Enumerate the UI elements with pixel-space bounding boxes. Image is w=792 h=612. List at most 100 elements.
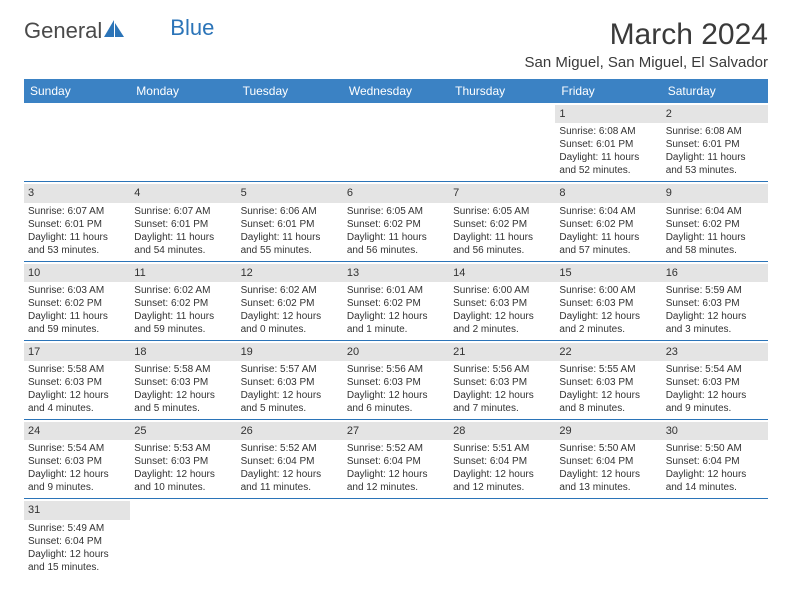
daylight-text: Daylight: 12 hours and 11 minutes. [241, 468, 339, 494]
calendar-cell [449, 499, 555, 578]
sunrise-text: Sunrise: 5:57 AM [241, 363, 339, 376]
day-number: 5 [237, 184, 343, 202]
day-details: Sunrise: 6:01 AMSunset: 6:02 PMDaylight:… [347, 284, 445, 336]
day-number: 2 [662, 105, 768, 123]
sunset-text: Sunset: 6:04 PM [28, 535, 126, 548]
day-details: Sunrise: 5:51 AMSunset: 6:04 PMDaylight:… [453, 442, 551, 494]
sunset-text: Sunset: 6:01 PM [28, 218, 126, 231]
day-number: 24 [24, 422, 130, 440]
day-number: 25 [130, 422, 236, 440]
title-block: March 2024 San Miguel, San Miguel, El Sa… [525, 18, 768, 71]
daylight-text: Daylight: 12 hours and 9 minutes. [666, 389, 764, 415]
daylight-text: Daylight: 11 hours and 59 minutes. [134, 310, 232, 336]
day-details: Sunrise: 5:50 AMSunset: 6:04 PMDaylight:… [559, 442, 657, 494]
sunset-text: Sunset: 6:01 PM [241, 218, 339, 231]
sunrise-text: Sunrise: 6:00 AM [559, 284, 657, 297]
sunrise-text: Sunrise: 6:04 AM [666, 205, 764, 218]
calendar-cell: 21Sunrise: 5:56 AMSunset: 6:03 PMDayligh… [449, 340, 555, 419]
daylight-text: Daylight: 12 hours and 12 minutes. [453, 468, 551, 494]
calendar-cell [130, 499, 236, 578]
day-details: Sunrise: 5:50 AMSunset: 6:04 PMDaylight:… [666, 442, 764, 494]
calendar-cell [662, 499, 768, 578]
sunset-text: Sunset: 6:03 PM [559, 297, 657, 310]
daylight-text: Daylight: 12 hours and 14 minutes. [666, 468, 764, 494]
day-details: Sunrise: 6:04 AMSunset: 6:02 PMDaylight:… [666, 205, 764, 257]
sunrise-text: Sunrise: 5:49 AM [28, 522, 126, 535]
calendar-cell: 16Sunrise: 5:59 AMSunset: 6:03 PMDayligh… [662, 261, 768, 340]
day-details: Sunrise: 6:08 AMSunset: 6:01 PMDaylight:… [666, 125, 764, 177]
sunset-text: Sunset: 6:03 PM [134, 376, 232, 389]
calendar-cell: 2 Sunrise: 6:08 AMSunset: 6:01 PMDaylight… [662, 103, 768, 182]
calendar-cell: 14Sunrise: 6:00 AMSunset: 6:03 PMDayligh… [449, 261, 555, 340]
sunrise-text: Sunrise: 5:59 AM [666, 284, 764, 297]
calendar-cell [130, 103, 236, 182]
calendar-cell: 1Sunrise: 6:08 AMSunset: 6:01 PMDaylight… [555, 103, 661, 182]
sunset-text: Sunset: 6:03 PM [453, 376, 551, 389]
sunrise-text: Sunrise: 5:52 AM [347, 442, 445, 455]
calendar-cell: 17Sunrise: 5:58 AMSunset: 6:03 PMDayligh… [24, 340, 130, 419]
weekday-header: Wednesday [343, 79, 449, 103]
calendar-cell: 10Sunrise: 6:03 AMSunset: 6:02 PMDayligh… [24, 261, 130, 340]
calendar-cell [237, 103, 343, 182]
daylight-text: Daylight: 12 hours and 13 minutes. [559, 468, 657, 494]
day-details: Sunrise: 5:58 AMSunset: 6:03 PMDaylight:… [28, 363, 126, 415]
sunrise-text: Sunrise: 5:52 AM [241, 442, 339, 455]
sunrise-text: Sunrise: 6:02 AM [241, 284, 339, 297]
calendar-cell: 27Sunrise: 5:52 AMSunset: 6:04 PMDayligh… [343, 420, 449, 499]
daylight-text: Daylight: 12 hours and 7 minutes. [453, 389, 551, 415]
sunset-text: Sunset: 6:03 PM [134, 455, 232, 468]
calendar-cell: 30 Sunrise: 5:50 AMSunset: 6:04 PMDayligh… [662, 420, 768, 499]
day-details: Sunrise: 6:06 AMSunset: 6:01 PMDaylight:… [241, 205, 339, 257]
weekday-header: Thursday [449, 79, 555, 103]
day-details: Sunrise: 6:00 AMSunset: 6:03 PMDaylight:… [453, 284, 551, 336]
calendar-cell: 11Sunrise: 6:02 AMSunset: 6:02 PMDayligh… [130, 261, 236, 340]
calendar-cell: 28Sunrise: 5:51 AMSunset: 6:04 PMDayligh… [449, 420, 555, 499]
day-number: 31 [24, 501, 130, 519]
sunset-text: Sunset: 6:04 PM [241, 455, 339, 468]
calendar-cell [343, 103, 449, 182]
day-details: Sunrise: 6:05 AMSunset: 6:02 PMDaylight:… [453, 205, 551, 257]
calendar-cell: 13Sunrise: 6:01 AMSunset: 6:02 PMDayligh… [343, 261, 449, 340]
daylight-text: Daylight: 11 hours and 52 minutes. [559, 151, 657, 177]
sunset-text: Sunset: 6:04 PM [666, 455, 764, 468]
sunset-text: Sunset: 6:03 PM [666, 297, 764, 310]
daylight-text: Daylight: 11 hours and 57 minutes. [559, 231, 657, 257]
sunrise-text: Sunrise: 6:07 AM [28, 205, 126, 218]
calendar-cell: 7Sunrise: 6:05 AMSunset: 6:02 PMDaylight… [449, 182, 555, 261]
calendar-cell: 24Sunrise: 5:54 AMSunset: 6:03 PMDayligh… [24, 420, 130, 499]
calendar-cell [449, 103, 555, 182]
daylight-text: Daylight: 11 hours and 54 minutes. [134, 231, 232, 257]
logo-text-2: Blue [170, 15, 214, 41]
day-details: Sunrise: 5:54 AMSunset: 6:03 PMDaylight:… [666, 363, 764, 415]
calendar-cell: 9Sunrise: 6:04 AMSunset: 6:02 PMDaylight… [662, 182, 768, 261]
sunrise-text: Sunrise: 5:58 AM [28, 363, 126, 376]
day-number: 30 [662, 422, 768, 440]
day-details: Sunrise: 5:56 AMSunset: 6:03 PMDaylight:… [347, 363, 445, 415]
sunrise-text: Sunrise: 6:05 AM [347, 205, 445, 218]
sunset-text: Sunset: 6:02 PM [666, 218, 764, 231]
weekday-header: Saturday [662, 79, 768, 103]
day-number: 10 [24, 264, 130, 282]
sunset-text: Sunset: 6:03 PM [28, 455, 126, 468]
sunrise-text: Sunrise: 5:51 AM [453, 442, 551, 455]
calendar-cell: 18Sunrise: 5:58 AMSunset: 6:03 PMDayligh… [130, 340, 236, 419]
calendar-cell [237, 499, 343, 578]
sunrise-text: Sunrise: 6:02 AM [134, 284, 232, 297]
day-number: 18 [130, 343, 236, 361]
daylight-text: Daylight: 12 hours and 5 minutes. [134, 389, 232, 415]
day-number: 23 [662, 343, 768, 361]
sunset-text: Sunset: 6:03 PM [559, 376, 657, 389]
sunset-text: Sunset: 6:04 PM [453, 455, 551, 468]
day-details: Sunrise: 6:07 AMSunset: 6:01 PMDaylight:… [134, 205, 232, 257]
logo: General Blue [24, 18, 214, 44]
calendar-cell: 12Sunrise: 6:02 AMSunset: 6:02 PMDayligh… [237, 261, 343, 340]
weekday-header: Friday [555, 79, 661, 103]
day-details: Sunrise: 6:00 AMSunset: 6:03 PMDaylight:… [559, 284, 657, 336]
sunset-text: Sunset: 6:02 PM [559, 218, 657, 231]
sunset-text: Sunset: 6:02 PM [453, 218, 551, 231]
sunrise-text: Sunrise: 5:56 AM [347, 363, 445, 376]
calendar-head: SundayMondayTuesdayWednesdayThursdayFrid… [24, 79, 768, 103]
daylight-text: Daylight: 11 hours and 56 minutes. [453, 231, 551, 257]
day-details: Sunrise: 5:55 AMSunset: 6:03 PMDaylight:… [559, 363, 657, 415]
daylight-text: Daylight: 12 hours and 8 minutes. [559, 389, 657, 415]
